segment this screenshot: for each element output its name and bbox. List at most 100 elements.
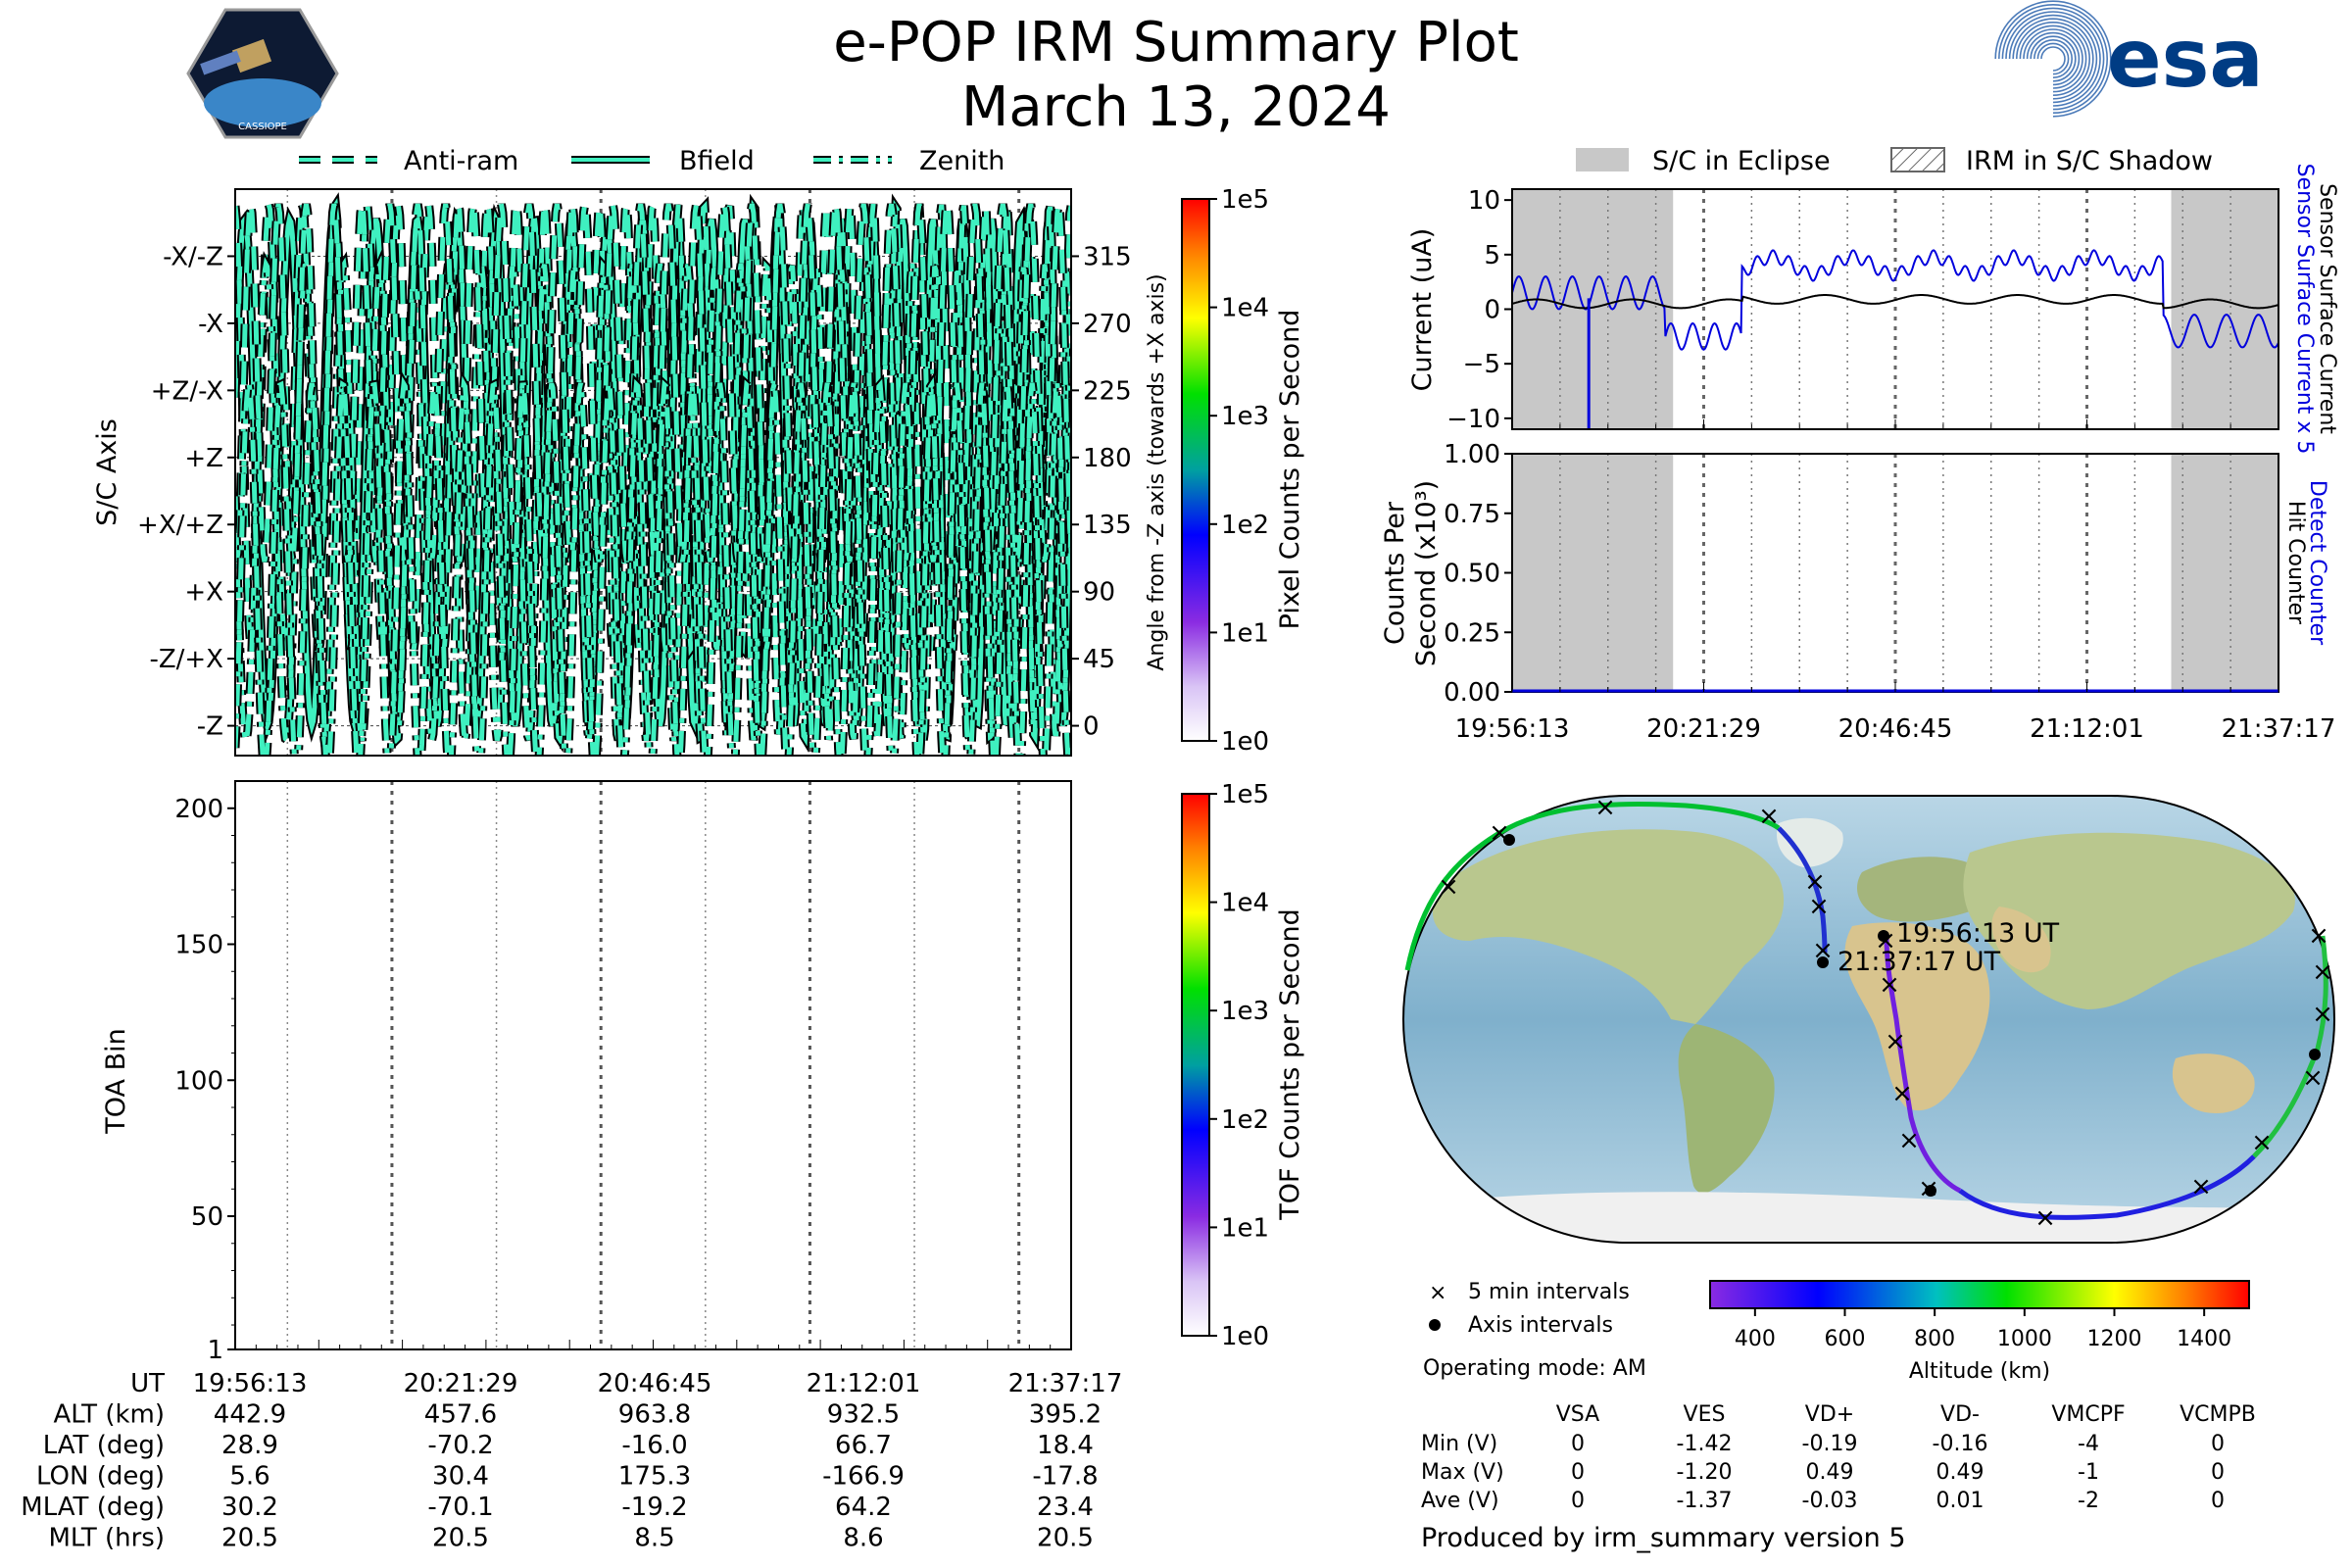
five-min-marker: ×: [1891, 1079, 1913, 1108]
footer-version: Produced by irm_summary version 5: [1421, 1523, 1906, 1553]
colorbar-tick: 1e5: [1221, 185, 1269, 215]
ephemeris-cell: -70.1: [427, 1493, 493, 1522]
cassiope-logo-text: CASSIOPE: [238, 122, 287, 132]
ephemeris-cell: 21:12:01: [807, 1369, 921, 1398]
voltage-cell: -1.20: [1677, 1460, 1733, 1485]
altitude-tick: 1000: [1997, 1327, 2052, 1351]
five-min-marker: ×: [2308, 921, 2329, 951]
voltage-cell: -0.16: [1933, 1432, 1988, 1456]
voltage-header: VCMPB: [2180, 1402, 2256, 1427]
ephemeris-cell: -17.8: [1032, 1462, 1098, 1492]
counts-ytick: 0.25: [1444, 618, 1500, 648]
counts-ytick: 0.50: [1444, 560, 1500, 589]
five-min-marker: ×: [2034, 1203, 2056, 1233]
ephemeris-cell: -19.2: [621, 1493, 687, 1522]
ephemeris-cell: 30.2: [221, 1493, 278, 1522]
legend-shadow: IRM in S/C Shadow: [1966, 146, 2213, 176]
five-min-marker: ×: [1758, 802, 1780, 831]
eclipse-region: [2171, 189, 2278, 429]
attitude-ylabel: S/C Axis: [92, 418, 122, 526]
attitude-angle-tick: 180: [1083, 444, 1132, 473]
ephemeris-cell: 23.4: [1037, 1493, 1094, 1522]
ephemeris-cell: 21:37:17: [1008, 1369, 1123, 1398]
pixel-colorbar: 1e0 1e1 1e2 1e3 1e4 1e5 Pixel Counts per Seco…: [1181, 185, 1305, 757]
page-title: e-POP IRM Summary Plot: [833, 11, 1519, 74]
attitude-angle-tick: 270: [1083, 310, 1132, 339]
five-min-marker: ×: [2312, 957, 2333, 987]
counts-ylabel-right-black: Hit Counter: [2283, 501, 2308, 625]
five-min-marker: ×: [1885, 1027, 1906, 1056]
legend-bfield: Bfield: [679, 146, 755, 176]
orbit-track-segment: [2252, 935, 2328, 1158]
voltage-table: VSA VES VD+ VD- VMCPF VCMPB Min (V) 0 -1.42 -0.19…: [1421, 1402, 2256, 1513]
ephemeris-row-label: LON (deg): [36, 1462, 165, 1492]
counts-ytick: 0.00: [1444, 678, 1500, 708]
ephemeris-cell: 20.5: [1037, 1524, 1094, 1553]
current-ytick: −10: [1446, 405, 1500, 434]
ephemeris-cell: 5.6: [229, 1462, 270, 1492]
voltage-row-label: Max (V): [1421, 1460, 1504, 1485]
attitude-angle-tick: 0: [1083, 712, 1100, 742]
five-min-marker: ×: [2302, 1063, 2324, 1093]
esa-swirl-arc: [2026, 31, 2081, 86]
ephemeris-cell: 20.5: [432, 1524, 489, 1553]
voltage-header: VD+: [1805, 1402, 1854, 1427]
five-min-marker: ×: [1812, 936, 1834, 965]
counts-panel: 1.00 0.75 0.50 0.25 0.00 19:56:13 20:21:29 20:4…: [1380, 440, 2335, 744]
ephemeris-cell: -70.2: [427, 1431, 493, 1460]
counts-xtick: 21:12:01: [2030, 714, 2144, 744]
current-ylabel-right-blue: Sensor Surface Current x 5: [2292, 164, 2317, 455]
five-min-marker: ×: [1804, 867, 1826, 897]
attitude-axis-label: -X/-Z: [163, 242, 223, 271]
ephemeris-cell: -16.0: [621, 1431, 687, 1460]
eclipse-legend: S/C in Eclipse IRM in S/C Shadow: [1576, 146, 2213, 176]
esa-swirl-arc: [2023, 28, 2083, 89]
orbit-track-segment: [1777, 826, 1828, 954]
voltage-header: VES: [1684, 1402, 1726, 1427]
voltage-row-label: Min (V): [1421, 1432, 1497, 1456]
colorbar-tick: 1e1: [1221, 1213, 1269, 1243]
orbit-track-segment: [1884, 935, 1962, 1194]
esa-swirl-arc: [2034, 39, 2073, 78]
ephemeris-row-label: UT: [130, 1369, 165, 1398]
counts-ylabel-right-blue: Detect Counter: [2305, 480, 2329, 646]
current-ytick: 5: [1484, 241, 1500, 270]
zenith-trace: [235, 255, 1071, 750]
colorbar-tick: 1e4: [1221, 889, 1269, 918]
axis-interval-marker: [1503, 834, 1515, 846]
toa-ytick: 200: [174, 795, 223, 824]
toa-ytick: 50: [191, 1202, 223, 1232]
voltage-cell: 0: [1571, 1460, 1585, 1485]
counts-xtick: 19:56:13: [1455, 714, 1570, 744]
voltage-cell: -1.42: [1677, 1432, 1733, 1456]
orbit-track-segment: [1958, 1154, 2256, 1220]
ephemeris-cell: 66.7: [835, 1431, 892, 1460]
five-min-marker: ×: [2312, 1000, 2333, 1029]
attitude-axis-label: +Z: [184, 444, 223, 473]
ephemeris-cell: 28.9: [221, 1431, 278, 1460]
ephemeris-cell: 175.3: [618, 1462, 691, 1492]
five-min-marker: ×: [1898, 1126, 1920, 1155]
altitude-tick: 1400: [2177, 1327, 2231, 1351]
counts-ytick: 0.75: [1444, 500, 1500, 529]
attitude-angle-tick: 90: [1083, 578, 1115, 608]
attitude-axis-label: +Z/-X: [151, 376, 223, 406]
ephemeris-cell: 20:46:45: [598, 1369, 712, 1398]
altitude-tick: 1200: [2087, 1327, 2142, 1351]
voltage-cell: -0.19: [1802, 1432, 1858, 1456]
eclipse-region: [2171, 454, 2278, 692]
ephemeris-cell: 20.5: [221, 1524, 278, 1553]
voltage-cell: 0.49: [1806, 1460, 1854, 1485]
voltage-cell: 0: [1571, 1432, 1585, 1456]
ephemeris-cell: 932.5: [827, 1400, 900, 1430]
counts-ylabel-1: Counts Per: [1380, 501, 1410, 645]
ephemeris-cell: 20:21:29: [404, 1369, 518, 1398]
attitude-legend: Anti-ram Bfield Zenith: [299, 146, 1004, 176]
attitude-axis-label: +X/+Z: [137, 511, 223, 540]
five-min-marker: ×: [2190, 1172, 2212, 1201]
orbit-end-label: 21:37:17 UT: [1838, 947, 2001, 977]
eclipse-region: [1512, 189, 1674, 429]
colorbar-tick: 1e2: [1221, 1105, 1269, 1135]
